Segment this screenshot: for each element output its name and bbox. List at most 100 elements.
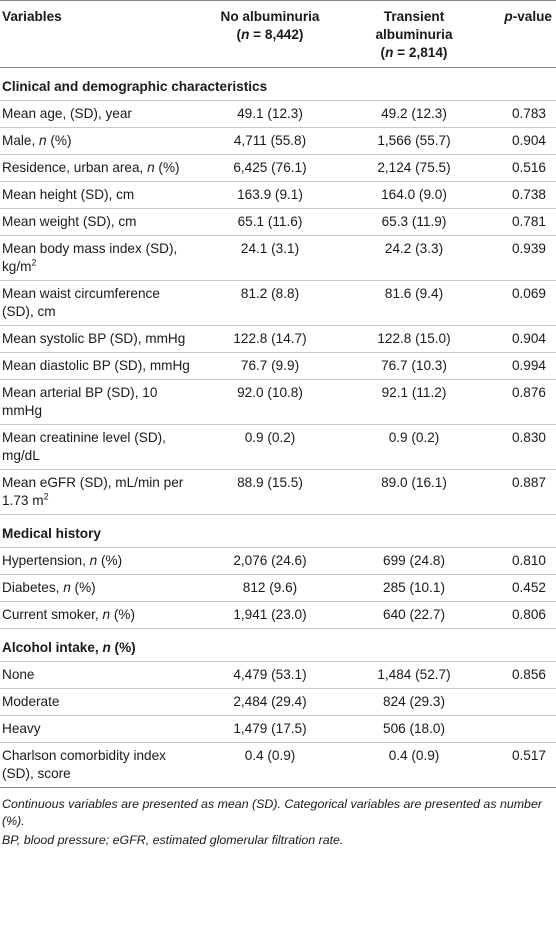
table-row: Mean weight (SD), cm 65.1 (11.6) 65.3 (11.…: [0, 209, 556, 236]
no-albuminuria-cell: 0.4 (0.9): [244, 748, 296, 763]
no-albuminuria-cell: 4,711 (55.8): [233, 133, 307, 148]
no-albuminuria-cell: 81.2 (8.8): [240, 286, 300, 301]
p-value-cell: 0.994: [511, 358, 546, 373]
no-albuminuria-cell: 2,484 (29.4): [233, 694, 307, 709]
table-row: Mean diastolic BP (SD), mmHg 76.7 (9.9) 76…: [0, 353, 556, 380]
section-title: Alcohol intake, n (%): [0, 628, 556, 662]
no-albuminuria-cell: 65.1 (11.6): [237, 214, 303, 229]
variable-cell: None: [2, 667, 35, 682]
transient-albuminuria-cell: 164.0 (9.0): [381, 187, 447, 202]
no-albuminuria-cell: 0.9 (0.2): [244, 430, 296, 445]
table-row: Mean eGFR (SD), mL/min per 1.73 m2 88.9 (…: [0, 470, 556, 515]
table-row: Current smoker, n (%) 1,941 (23.0) 640 (22…: [0, 602, 556, 629]
table-header: Variables No albuminuria (n = 8,442) Tra…: [0, 0, 556, 68]
header-transient-albuminuria: Transient albuminuria (n = 2,814): [340, 0, 488, 68]
transient-albuminuria-cell: 49.2 (12.3): [381, 106, 447, 121]
p-value-cell: 0.806: [511, 607, 546, 622]
table-footnote: Continuous variables are presented as me…: [0, 788, 556, 849]
p-value-cell: 0.781: [511, 214, 546, 229]
transient-albuminuria-cell: 1,566 (55.7): [377, 133, 451, 148]
p-value-cell: 0.783: [511, 106, 546, 121]
no-albuminuria-cell: 92.0 (10.8): [237, 385, 303, 400]
p-value-cell: 0.810: [511, 553, 546, 568]
variable-cell: Male, n (%): [2, 133, 72, 148]
p-value-cell: 0.517: [511, 748, 546, 763]
variable-cell: Mean body mass index (SD), kg/m2: [2, 241, 178, 274]
table-row: Mean arterial BP (SD), 10 mmHg 92.0 (10.8…: [0, 380, 556, 425]
table-row: Mean height (SD), cm 163.9 (9.1) 164.0 (9.…: [0, 182, 556, 209]
no-albuminuria-cell: 49.1 (12.3): [237, 106, 303, 121]
transient-albuminuria-cell: 285 (10.1): [383, 580, 445, 595]
table-row: Mean waist circumference (SD), cm 81.2 (8…: [0, 281, 556, 326]
variable-cell: Diabetes, n (%): [2, 580, 96, 595]
no-albuminuria-cell: 163.9 (9.1): [237, 187, 303, 202]
transient-albuminuria-cell: 122.8 (15.0): [377, 331, 451, 346]
p-value-cell: 0.856: [511, 667, 546, 682]
variable-cell: Mean waist circumference (SD), cm: [2, 286, 160, 319]
no-albuminuria-cell: 6,425 (76.1): [233, 160, 307, 175]
p-value-cell: [488, 689, 556, 716]
header-variables: Variables: [0, 0, 200, 68]
variable-cell: Heavy: [2, 721, 41, 736]
variable-cell: Mean arterial BP (SD), 10 mmHg: [2, 385, 158, 418]
variable-cell: Mean systolic BP (SD), mmHg: [2, 331, 186, 346]
p-value-cell: [488, 716, 556, 743]
variable-cell: Charlson comorbidity index (SD), score: [2, 748, 166, 781]
variable-cell: Mean weight (SD), cm: [2, 214, 137, 229]
header-transient-n: (n = 2,814): [380, 45, 448, 60]
p-value-cell: 0.939: [511, 241, 546, 256]
header-p-value: p-value: [488, 0, 556, 68]
header-transient-label-1: Transient: [383, 9, 445, 24]
p-value-cell: 0.452: [511, 580, 546, 595]
no-albuminuria-cell: 1,941 (23.0): [233, 607, 307, 622]
transient-albuminuria-cell: 24.2 (3.3): [384, 241, 444, 256]
transient-albuminuria-cell: 0.4 (0.9): [388, 748, 440, 763]
no-albuminuria-cell: 88.9 (15.5): [237, 475, 303, 490]
table-body: Clinical and demographic characteristics…: [0, 67, 556, 788]
p-value-cell: 0.904: [511, 331, 546, 346]
no-albuminuria-cell: 24.1 (3.1): [240, 241, 300, 256]
no-albuminuria-cell: 2,076 (24.6): [233, 553, 307, 568]
p-value-cell: 0.830: [511, 430, 546, 445]
transient-albuminuria-cell: 640 (22.7): [383, 607, 445, 622]
footnote-line: BP, blood pressure; eGFR, estimated glom…: [2, 833, 344, 847]
p-value-cell: 0.516: [511, 160, 546, 175]
table-row: Mean body mass index (SD), kg/m2 24.1 (3.…: [0, 236, 556, 281]
table-row: Mean creatinine level (SD), mg/dL 0.9 (0.…: [0, 425, 556, 470]
section-row: Medical history: [0, 514, 556, 548]
no-albuminuria-cell: 122.8 (14.7): [233, 331, 307, 346]
variable-cell: Hypertension, n (%): [2, 553, 123, 568]
table-row: Residence, urban area, n (%) 6,425 (76.1)…: [0, 155, 556, 182]
variable-cell: Mean creatinine level (SD), mg/dL: [2, 430, 166, 463]
section-row: Alcohol intake, n (%): [0, 628, 556, 662]
header-no-albuminuria-label: No albuminuria: [220, 9, 320, 24]
transient-albuminuria-cell: 0.9 (0.2): [388, 430, 440, 445]
variable-cell: Current smoker, n (%): [2, 607, 135, 622]
section-row: Clinical and demographic characteristics: [0, 67, 556, 101]
table-row: Male, n (%) 4,711 (55.8) 1,566 (55.7) 0.904: [0, 128, 556, 155]
transient-albuminuria-cell: 65.3 (11.9): [381, 214, 447, 229]
table-row: Hypertension, n (%) 2,076 (24.6) 699 (24.8…: [0, 548, 556, 575]
table-row: Diabetes, n (%) 812 (9.6) 285 (10.1) 0.452: [0, 575, 556, 602]
table-row: None 4,479 (53.1) 1,484 (52.7) 0.856: [0, 662, 556, 689]
no-albuminuria-cell: 4,479 (53.1): [233, 667, 307, 682]
p-value-cell: 0.876: [511, 385, 546, 400]
header-transient-label-2: albuminuria: [375, 27, 453, 42]
no-albuminuria-cell: 1,479 (17.5): [233, 721, 307, 736]
p-value-cell: 0.069: [511, 286, 546, 301]
table-row: Heavy 1,479 (17.5) 506 (18.0): [0, 716, 556, 743]
variable-cell: Mean eGFR (SD), mL/min per 1.73 m2: [2, 475, 184, 508]
p-value-cell: 0.738: [511, 187, 546, 202]
transient-albuminuria-cell: 2,124 (75.5): [377, 160, 451, 175]
transient-albuminuria-cell: 699 (24.8): [383, 553, 445, 568]
variable-cell: Residence, urban area, n (%): [2, 160, 180, 175]
no-albuminuria-cell: 812 (9.6): [242, 580, 298, 595]
table-row: Mean systolic BP (SD), mmHg 122.8 (14.7) 1…: [0, 326, 556, 353]
transient-albuminuria-cell: 506 (18.0): [383, 721, 445, 736]
table-row: Moderate 2,484 (29.4) 824 (29.3): [0, 689, 556, 716]
p-value-cell: 0.887: [511, 475, 546, 490]
section-title: Medical history: [0, 514, 556, 548]
transient-albuminuria-cell: 89.0 (16.1): [381, 475, 447, 490]
p-value-cell: 0.904: [511, 133, 546, 148]
